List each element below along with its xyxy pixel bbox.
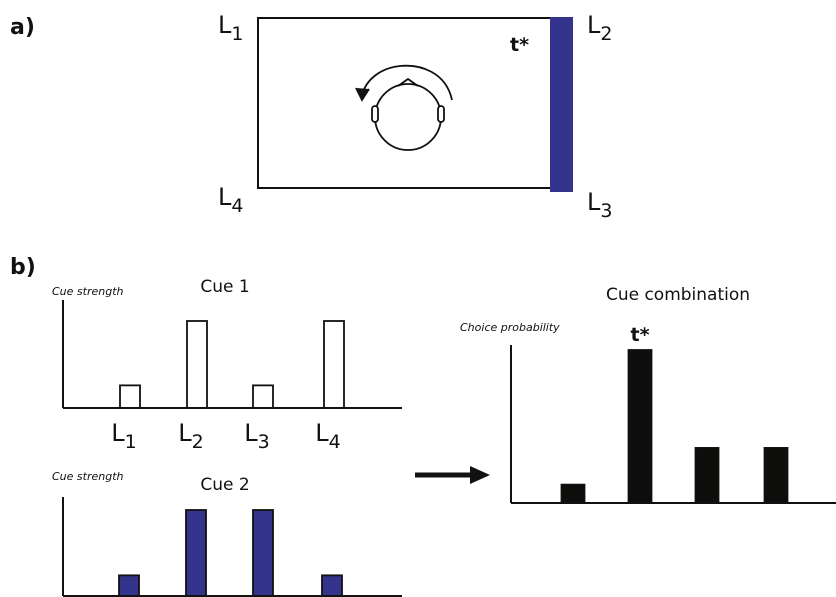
- bar: [324, 321, 344, 408]
- letter: L: [587, 188, 601, 216]
- bar: [119, 575, 139, 596]
- letter: L: [178, 419, 192, 447]
- letter: L: [587, 11, 601, 39]
- target-wall: [550, 17, 573, 192]
- arrow: [415, 466, 490, 484]
- subscript: 2: [192, 431, 204, 453]
- bar: [253, 385, 273, 408]
- letter: L: [244, 419, 258, 447]
- letter: L: [315, 419, 329, 447]
- figure: a) b) t* L1L2L3L4Cue 1Cue strengthL1L2L3…: [0, 0, 836, 597]
- bar: [186, 510, 206, 596]
- letter: L: [111, 419, 125, 447]
- chart-title: Cue combination: [606, 285, 750, 305]
- sub-label: L4: [218, 183, 243, 217]
- subscript: 3: [600, 200, 612, 222]
- bar: [120, 385, 140, 408]
- sub-label: L2: [178, 419, 203, 453]
- bar: [629, 350, 652, 503]
- bar: [696, 448, 719, 503]
- chart-title: Cue 2: [200, 475, 249, 495]
- sub-label: L3: [587, 188, 612, 222]
- subscript: 1: [231, 23, 243, 45]
- sub-label: L1: [218, 11, 243, 45]
- bar: [562, 485, 585, 503]
- panel-label: b): [10, 255, 36, 280]
- letter: L: [218, 11, 232, 39]
- sub-label: L3: [244, 419, 269, 453]
- subscript: 3: [258, 431, 270, 453]
- subscript: 4: [329, 431, 341, 453]
- bar: [322, 575, 342, 596]
- annotation: t*: [630, 324, 649, 346]
- sub-label: L1: [111, 419, 136, 453]
- panel-label: a): [10, 15, 35, 40]
- bar: [187, 321, 207, 408]
- sub-label: L4: [315, 419, 340, 453]
- subscript: 4: [231, 195, 243, 217]
- letter: L: [218, 183, 232, 211]
- y-axis-label: Cue strength: [52, 470, 124, 483]
- bar: [253, 510, 273, 596]
- chart-title: Cue 1: [200, 277, 249, 297]
- bar: [765, 448, 788, 503]
- head-icon: [356, 66, 452, 150]
- sub-label: L2: [587, 11, 612, 45]
- subscript: 2: [600, 23, 612, 45]
- y-axis-label: Cue strength: [52, 285, 124, 298]
- y-axis-label: Choice probability: [460, 321, 560, 334]
- target-label: t*: [510, 34, 529, 56]
- subscript: 1: [125, 431, 137, 453]
